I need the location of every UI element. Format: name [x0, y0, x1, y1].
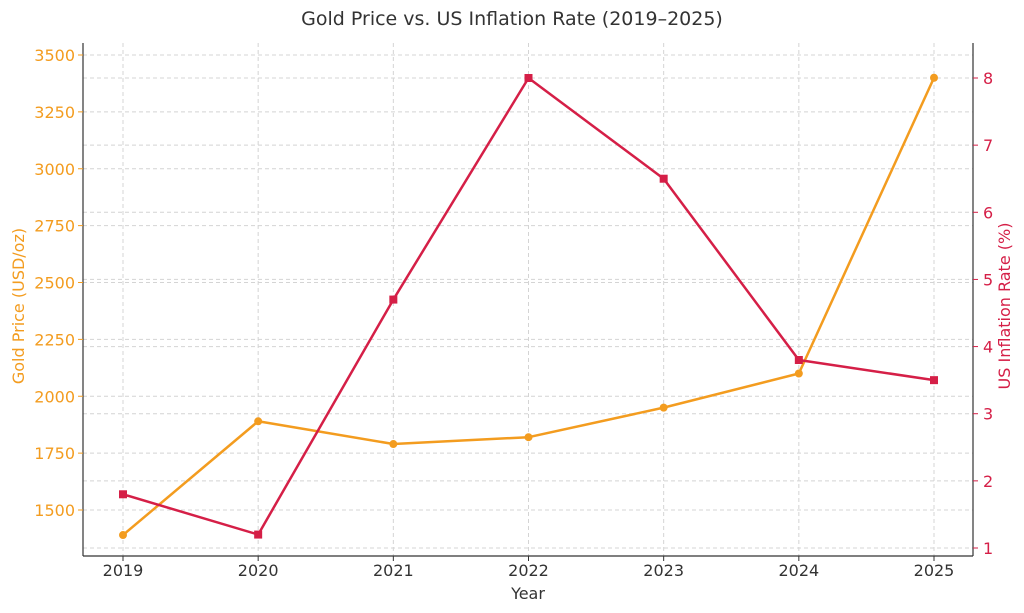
x-tick-label: 2022: [508, 561, 549, 580]
y-tick-label: 3000: [34, 160, 75, 179]
tick-labels: 2019 2020 2021 2022 2023 2024 2025 1500 1750 2000…: [34, 46, 993, 580]
chart-title: Gold Price vs. US Inflation Rate (2019–2…: [301, 8, 723, 30]
axes: [78, 43, 978, 561]
y2-tick-label: 5: [983, 270, 993, 289]
data-point-left: [119, 531, 127, 540]
x-tick-label: 2024: [778, 561, 819, 580]
data-point-left: [254, 417, 263, 426]
y-tick-label: 2000: [34, 387, 75, 406]
y-tick-label: 2250: [34, 330, 75, 349]
data-point-right: [389, 295, 398, 304]
y2-tick-label: 4: [983, 338, 993, 357]
data-point-right: [659, 174, 668, 183]
y-tick-label: 3250: [34, 103, 75, 122]
data-point-left: [659, 403, 668, 412]
data-point-right: [119, 490, 127, 499]
y2-axis-title: US Inflation Rate (%): [995, 223, 1014, 390]
y-axis-title: Gold Price (USD/oz): [9, 228, 28, 384]
y-tick-label: 1500: [34, 501, 75, 520]
y-tick-label: 3500: [34, 46, 75, 65]
data-point-right: [254, 530, 263, 539]
data-point-left: [930, 73, 938, 82]
y-tick-label: 2500: [34, 274, 75, 293]
data-point-right: [524, 74, 533, 82]
x-axis-title: Year: [510, 584, 545, 603]
x-tick-label: 2025: [914, 561, 955, 580]
y2-tick-label: 2: [983, 472, 993, 491]
y-tick-label: 1750: [34, 444, 75, 463]
data-point-left: [524, 433, 533, 442]
y-tick-label: 2750: [34, 217, 75, 236]
y2-tick-label: 6: [983, 203, 993, 222]
grid-lines: [83, 43, 973, 556]
x-tick-label: 2023: [643, 561, 684, 580]
data-point-left: [389, 440, 398, 449]
data-point-right: [930, 376, 938, 385]
data-point-right: [794, 356, 803, 364]
y2-tick-label: 7: [983, 136, 993, 155]
data-point-left: [794, 369, 803, 378]
series-layer: [119, 73, 938, 540]
y2-tick-label: 8: [983, 69, 993, 88]
x-tick-label: 2019: [103, 561, 144, 580]
x-tick-label: 2021: [373, 561, 414, 580]
x-tick-label: 2020: [238, 561, 279, 580]
y2-tick-label: 3: [983, 405, 993, 424]
y2-tick-label: 1: [983, 539, 993, 558]
